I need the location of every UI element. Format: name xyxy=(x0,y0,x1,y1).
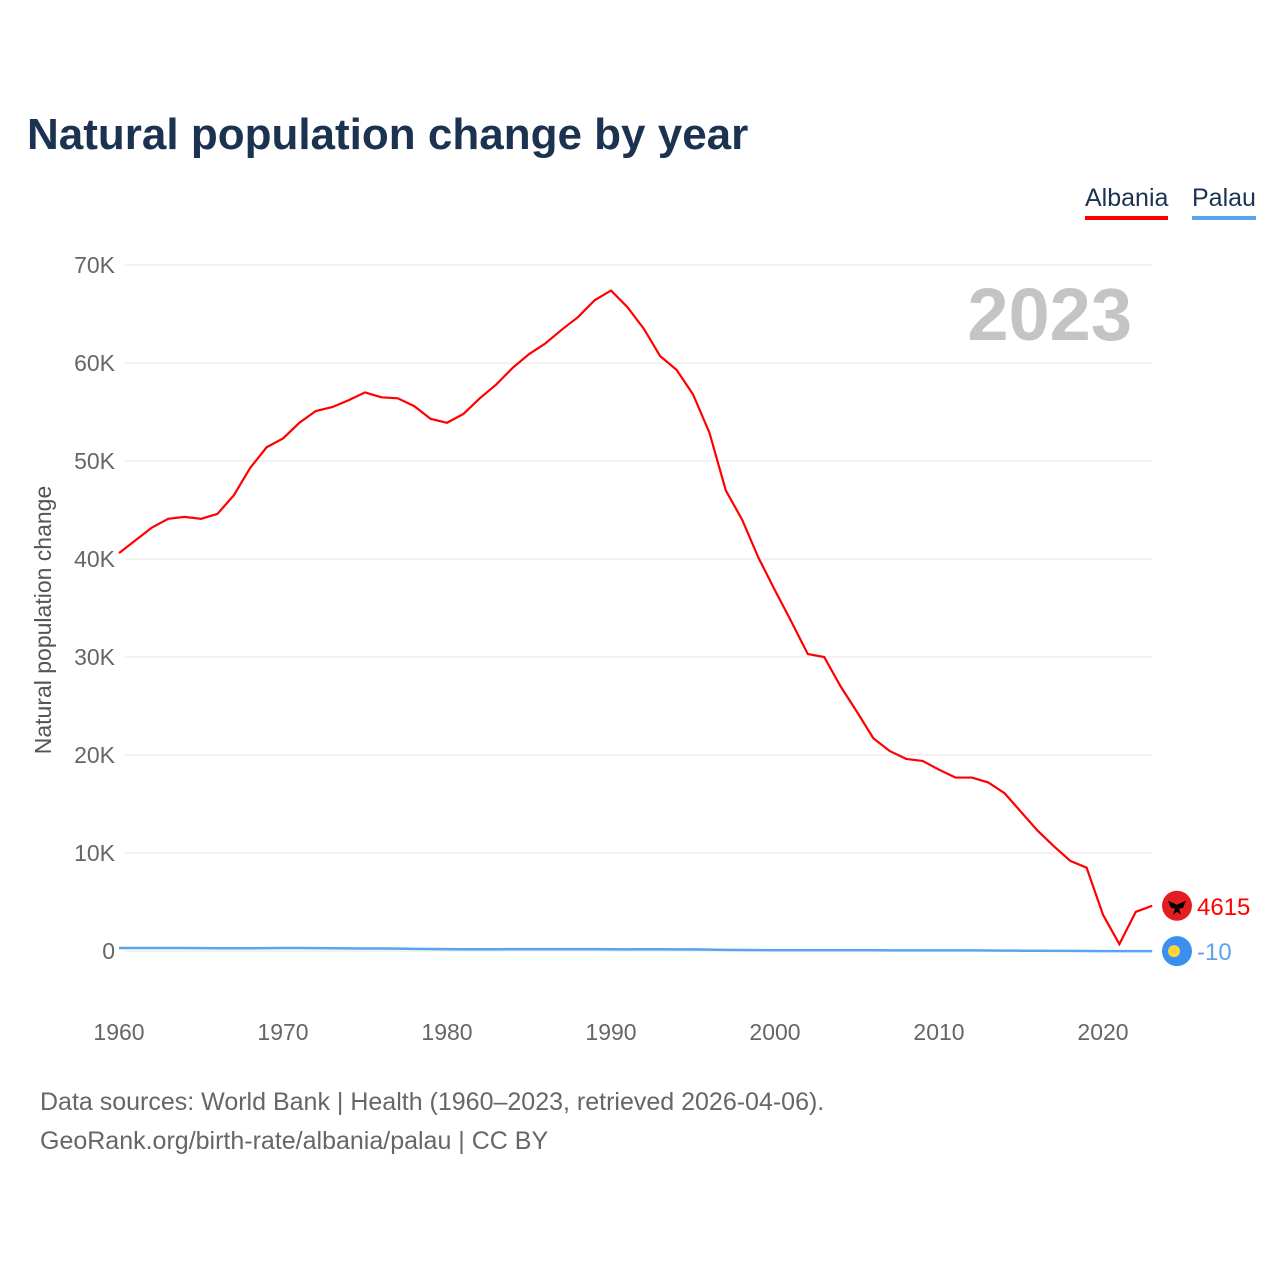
series-line-palau xyxy=(119,946,1153,953)
albania-flag-icon xyxy=(1162,890,1192,921)
x-tick-label: 2010 xyxy=(913,1019,964,1045)
palau-end-value: -10 xyxy=(1197,939,1232,966)
y-tick-label: 60K xyxy=(74,350,116,376)
x-tick-label: 2000 xyxy=(749,1019,800,1045)
footer-sources: Data sources: World Bank | Health (1960–… xyxy=(40,1088,825,1116)
x-tick-label: 1980 xyxy=(421,1019,472,1045)
y-tick-label: 70K xyxy=(74,252,116,278)
albania-end-value: 4615 xyxy=(1197,894,1250,921)
y-tick-label: 30K xyxy=(74,644,116,670)
y-tick-label: 0 xyxy=(102,938,115,964)
palau-flag-icon xyxy=(1162,936,1192,967)
y-tick-label: 20K xyxy=(74,742,116,768)
legend-albania[interactable]: Albania xyxy=(1085,184,1169,220)
x-tick-label: 2020 xyxy=(1077,1019,1128,1045)
series-line-albania xyxy=(118,289,1153,947)
x-tick-label: 1990 xyxy=(585,1019,636,1045)
legend-palau[interactable]: Palau xyxy=(1192,184,1256,220)
y-tick-label: 50K xyxy=(74,448,116,474)
y-tick-label: 40K xyxy=(74,546,116,572)
x-tick-label: 1970 xyxy=(257,1019,308,1045)
x-tick-label: 1960 xyxy=(93,1019,144,1045)
chart-title: Natural population change by year xyxy=(27,110,749,159)
year-label: 2023 xyxy=(967,273,1132,356)
y-tick-label: 10K xyxy=(74,840,116,866)
y-axis-label: Natural population change xyxy=(30,486,56,755)
footer-link[interactable]: GeoRank.org/birth-rate/albania/palau | C… xyxy=(40,1127,549,1155)
